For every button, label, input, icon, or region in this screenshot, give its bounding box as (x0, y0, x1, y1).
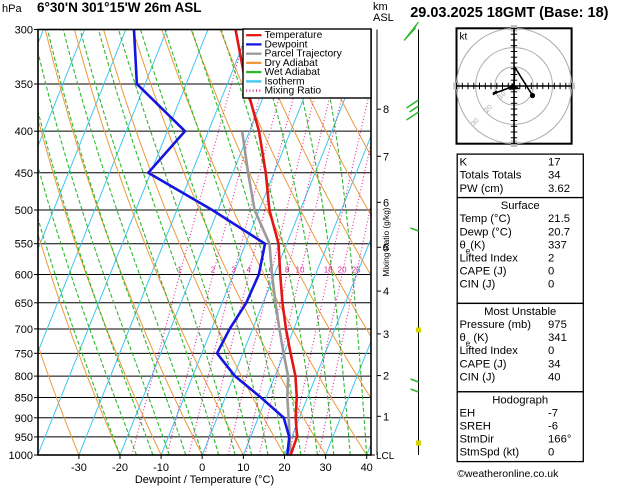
svg-text:K: K (460, 157, 468, 169)
svg-text:0: 0 (199, 462, 205, 474)
svg-text:337: 337 (548, 239, 567, 251)
svg-text:LCL: LCL (376, 451, 395, 462)
svg-text:CIN (J): CIN (J) (460, 371, 496, 383)
svg-text:950: 950 (15, 432, 33, 444)
svg-text:0: 0 (548, 447, 554, 459)
svg-text:CAPE (J): CAPE (J) (460, 358, 507, 370)
svg-text:3: 3 (231, 266, 236, 275)
svg-text:25: 25 (352, 266, 361, 275)
svg-text:40: 40 (361, 462, 373, 474)
svg-text:-7: -7 (548, 407, 558, 419)
svg-text:750: 750 (15, 348, 33, 360)
svg-text:300: 300 (15, 25, 33, 37)
svg-text:Hodograph: Hodograph (492, 394, 548, 406)
svg-text:10: 10 (296, 266, 305, 275)
svg-text:600: 600 (15, 270, 33, 282)
svg-text:EH: EH (460, 407, 476, 419)
svg-text:Lifted Index: Lifted Index (460, 253, 519, 265)
svg-text:©weatheronline.co.uk: ©weatheronline.co.uk (457, 468, 559, 480)
svg-text:Surface: Surface (501, 200, 540, 212)
svg-text:20.7: 20.7 (548, 226, 570, 238)
svg-text:0: 0 (548, 279, 554, 291)
svg-text:1: 1 (383, 411, 389, 423)
svg-text:30: 30 (319, 462, 331, 474)
svg-text:850: 850 (15, 393, 33, 405)
svg-text:CIN (J): CIN (J) (460, 279, 496, 291)
svg-text:Dewp (°C): Dewp (°C) (460, 226, 512, 238)
svg-text:PW (cm): PW (cm) (460, 183, 504, 195)
svg-text:StmDir: StmDir (460, 434, 495, 446)
svg-text:4: 4 (246, 266, 251, 275)
svg-text:ASL: ASL (373, 12, 394, 24)
svg-text:34: 34 (548, 170, 561, 182)
svg-text:17: 17 (548, 157, 561, 169)
svg-text:21.5: 21.5 (548, 213, 570, 225)
svg-text:700: 700 (15, 324, 33, 336)
svg-text:29.03.2025 18GMT (Base: 18): 29.03.2025 18GMT (Base: 18) (410, 5, 608, 21)
svg-text:500: 500 (15, 205, 33, 217)
svg-text:1000: 1000 (9, 450, 33, 462)
svg-text:SREH: SREH (460, 421, 491, 433)
svg-text:350: 350 (15, 79, 33, 91)
svg-text:6°30'N 301°15'W 26m ASL: 6°30'N 301°15'W 26m ASL (37, 0, 202, 15)
svg-text:-20: -20 (112, 462, 128, 474)
svg-text:450: 450 (15, 168, 33, 180)
svg-text:2: 2 (548, 253, 554, 265)
svg-text:Mixing Ratio: Mixing Ratio (265, 86, 322, 97)
svg-text:900: 900 (15, 413, 33, 425)
svg-text:7: 7 (383, 151, 389, 163)
svg-text:16: 16 (324, 266, 333, 275)
svg-text:1: 1 (177, 266, 182, 275)
svg-text:166°: 166° (548, 434, 571, 446)
svg-text:2: 2 (211, 266, 216, 275)
svg-text:20: 20 (338, 266, 347, 275)
svg-text:8: 8 (383, 104, 389, 116)
svg-text:-30: -30 (71, 462, 87, 474)
svg-text:Pressure (mb): Pressure (mb) (460, 319, 532, 331)
svg-text:Dewpoint / Temperature (°C): Dewpoint / Temperature (°C) (135, 474, 274, 486)
svg-text:20: 20 (278, 462, 290, 474)
svg-text:Mixing Ratio (g/kg): Mixing Ratio (g/kg) (381, 207, 391, 276)
svg-text:3: 3 (383, 329, 389, 341)
svg-text:Most Unstable: Most Unstable (484, 306, 556, 318)
svg-text:0: 0 (548, 266, 554, 278)
svg-text:400: 400 (15, 126, 33, 138)
svg-text:-6: -6 (548, 421, 558, 433)
svg-text:34: 34 (548, 358, 561, 370)
svg-text:975: 975 (548, 319, 567, 331)
svg-text:0: 0 (548, 345, 554, 357)
svg-text:Lifted Index: Lifted Index (460, 345, 519, 357)
svg-text:2: 2 (383, 371, 389, 383)
svg-text:Temp (°C): Temp (°C) (460, 213, 511, 225)
svg-text:4: 4 (383, 286, 389, 298)
svg-text:8: 8 (285, 266, 290, 275)
svg-text:550: 550 (15, 239, 33, 251)
svg-text:hPa: hPa (2, 3, 22, 15)
svg-text:800: 800 (15, 371, 33, 383)
svg-text:CAPE (J): CAPE (J) (460, 266, 507, 278)
svg-text:kt: kt (460, 31, 468, 42)
svg-text:StmSpd (kt): StmSpd (kt) (460, 447, 520, 459)
svg-text:40: 40 (548, 371, 561, 383)
svg-text:Totals Totals: Totals Totals (460, 170, 522, 182)
svg-text:341: 341 (548, 332, 567, 344)
svg-text:650: 650 (15, 298, 33, 310)
svg-text:3.62: 3.62 (548, 183, 570, 195)
svg-text:-10: -10 (153, 462, 169, 474)
svg-text:10: 10 (237, 462, 249, 474)
